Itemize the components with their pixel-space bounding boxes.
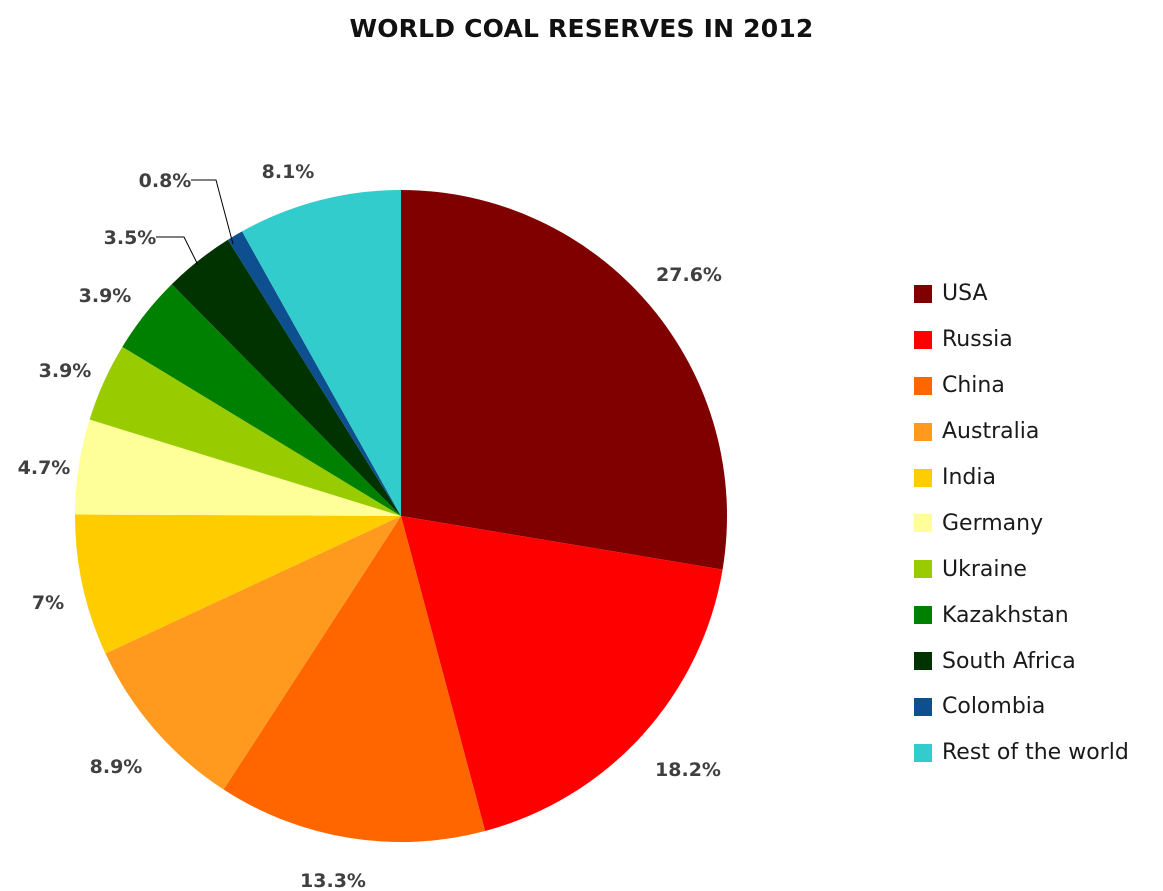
legend-item-china: China [914, 363, 1159, 409]
legend-swatch-colombia [914, 697, 932, 716]
legend-swatch-china [914, 376, 932, 395]
leader-line-south-africa [156, 236, 199, 266]
legend-item-russia: Russia [914, 317, 1159, 363]
legend-swatch-india [914, 468, 932, 487]
data-label-china: 13.3% [300, 870, 366, 891]
pie-slice-usa [401, 190, 728, 570]
pie-slice-russia [401, 516, 723, 831]
pie-slices [74, 190, 728, 843]
legend-label-china: China [942, 373, 1005, 399]
chart-title: WORLD COAL RESERVES IN 2012 [349, 14, 814, 43]
data-label-south-africa: 3.5% [104, 227, 157, 249]
data-label-rest-of-the-world: 8.1% [262, 161, 315, 183]
data-label-usa: 27.6% [656, 264, 722, 286]
legend-item-kazakhstan: Kazakhstan [914, 592, 1159, 638]
data-label-australia: 8.9% [90, 756, 143, 778]
legend-label-rest-of-the-world: Rest of the world [942, 740, 1129, 766]
legend-item-germany: Germany [914, 500, 1159, 546]
pie-slice-south-africa [171, 239, 401, 516]
legend-swatch-australia [914, 422, 932, 441]
legend-item-australia: Australia [914, 409, 1159, 455]
data-label-ukraine: 3.9% [39, 360, 92, 382]
data-label-germany: 4.7% [18, 457, 71, 479]
slice-labels: 27.6% 18.2% 13.3% 8.9% 7% 4.7% 3.9% 3.9% 3.5% 0.8… [18, 161, 722, 891]
pie-slice-ukraine [89, 346, 401, 516]
legend-label-south-africa: South Africa [942, 648, 1076, 674]
legend-item-ukraine: Ukraine [914, 546, 1159, 592]
legend-swatch-usa [914, 284, 932, 303]
legend-label-kazakhstan: Kazakhstan [942, 602, 1069, 628]
data-label-kazakhstan: 3.9% [79, 285, 132, 307]
pie-slice-germany [75, 419, 401, 516]
legend-swatch-kazakhstan [914, 606, 932, 625]
legend-label-australia: Australia [942, 419, 1040, 445]
data-label-russia: 18.2% [655, 759, 721, 781]
legend-label-ukraine: Ukraine [942, 556, 1027, 582]
legend-label-colombia: Colombia [942, 694, 1046, 720]
legend-label-russia: Russia [942, 327, 1013, 353]
legend-swatch-russia [914, 330, 932, 349]
leader-line-colombia [191, 179, 234, 245]
legend-swatch-ukraine [914, 560, 932, 579]
legend-swatch-germany [914, 514, 932, 533]
legend-swatch-south-africa [914, 652, 932, 671]
data-label-colombia: 0.8% [139, 170, 192, 192]
pie-slice-china [223, 516, 486, 843]
pie-slice-kazakhstan [122, 284, 401, 516]
pie-slice-australia [105, 516, 401, 790]
legend-label-india: India [942, 465, 996, 490]
legend-item-rest-of-the-world: Rest of the world [914, 730, 1159, 776]
legend-item-india: India [914, 455, 1159, 501]
legend: USA Russia China Australia India Germany… [914, 271, 1159, 776]
pie-slice-rest-of-the-world [242, 190, 401, 516]
legend-swatch-rest-of-the-world [914, 743, 932, 762]
legend-item-south-africa: South Africa [914, 638, 1159, 684]
pie-slice-colombia [227, 231, 401, 516]
legend-label-usa: USA [942, 281, 988, 307]
legend-item-usa: USA [914, 271, 1159, 317]
legend-label-germany: Germany [942, 510, 1044, 536]
legend-item-colombia: Colombia [914, 684, 1159, 730]
pie-slice-india [74, 514, 401, 654]
leader-lines [156, 179, 234, 266]
data-label-india: 7% [32, 592, 64, 614]
